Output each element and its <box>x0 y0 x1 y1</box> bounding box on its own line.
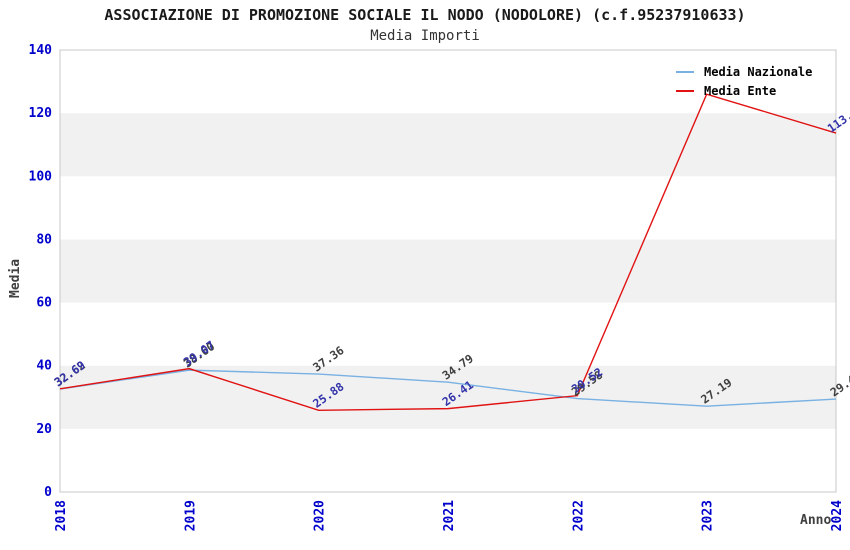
x-tick-label: 2021 <box>442 500 457 531</box>
y-tick-label: 80 <box>36 232 52 247</box>
chart-legend: Media Nazionale Media Ente <box>676 62 812 100</box>
x-tick-label: 2023 <box>701 500 716 531</box>
legend-label: Media Nazionale <box>704 64 813 79</box>
legend-item-media-ente: Media Ente <box>676 81 812 100</box>
legend-item-media-nazionale: Media Nazionale <box>676 62 812 81</box>
grid-band <box>60 113 836 177</box>
y-tick-label: 140 <box>29 43 53 58</box>
x-tick-label: 2020 <box>313 500 328 531</box>
grid-band <box>60 365 836 429</box>
legend-label: Media Ente <box>704 83 777 98</box>
grid-band <box>60 428 836 492</box>
x-tick-label: 2018 <box>54 500 69 531</box>
x-tick-label: 2022 <box>571 500 586 531</box>
y-tick-label: 100 <box>29 169 53 184</box>
series-line-media-nazionale <box>59 369 837 407</box>
x-tick-label: 2024 <box>830 500 845 531</box>
y-tick-label: 0 <box>44 485 52 500</box>
grid-band <box>60 50 836 114</box>
y-tick-label: 120 <box>29 106 53 121</box>
red-line-swatch-icon <box>676 89 694 92</box>
series-line-media-ente <box>59 93 837 411</box>
chart-subtitle: Media Importi <box>370 28 480 44</box>
x-axis-title: Anno <box>800 513 832 528</box>
y-tick-label: 60 <box>36 296 52 311</box>
plot-border <box>59 49 837 493</box>
blue-line-swatch-icon <box>676 70 694 73</box>
grid-band <box>60 239 836 303</box>
y-tick-label: 40 <box>36 359 52 374</box>
chart-title: ASSOCIAZIONE DI PROMOZIONE SOCIALE IL NO… <box>104 6 746 24</box>
y-tick-label: 20 <box>36 422 52 437</box>
grid-band <box>60 176 836 240</box>
grid-band <box>60 302 836 366</box>
x-tick-label: 2019 <box>183 500 198 531</box>
